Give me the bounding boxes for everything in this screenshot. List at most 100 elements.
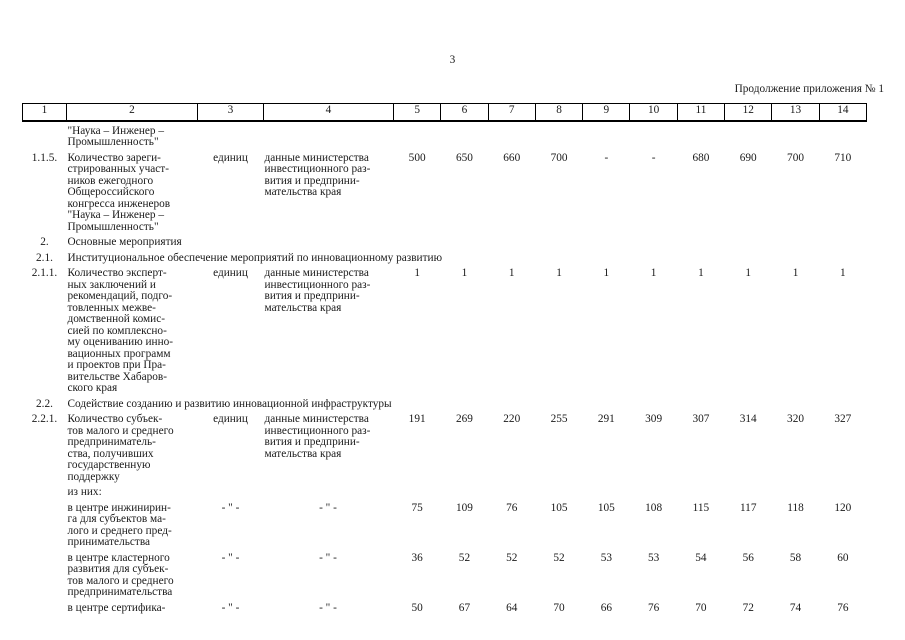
column-numbers-row: 1 2 3 4 5 6 7 8 9 10 11 12 13 14 — [22, 103, 868, 122]
value-cell: 269 — [455, 413, 473, 425]
column-number-header: 13 — [771, 103, 820, 122]
value-cell: 1 — [461, 267, 468, 279]
continuation-note: Продолжение приложения № 1 — [734, 83, 884, 95]
table-row-2-1-1: 2.1.1. Количество эксперт- ных заключени… — [23, 264, 867, 395]
value-cell: 56 — [742, 551, 754, 564]
column-number-header: 11 — [676, 103, 726, 122]
value-cell: 75 — [411, 501, 423, 514]
value-cell: 36 — [411, 551, 423, 564]
value-cell: 70 — [553, 601, 565, 614]
row-number-cell: 2. — [40, 236, 49, 248]
value-cell: 117 — [739, 501, 757, 514]
section-title-cell: Содействие созданию и развитию инновацио… — [67, 397, 392, 410]
row-number-cell: 1.1.5. — [31, 151, 58, 164]
value-cell: 1 — [840, 267, 846, 279]
value-cell: 1 — [556, 267, 562, 279]
value-cell: - — [604, 151, 609, 164]
value-cell: 108 — [645, 501, 663, 514]
table-header: 1 2 3 4 5 6 7 8 9 10 11 12 13 14 — [22, 103, 868, 122]
indicator-name-cell: в центре инжинирин- га для субъектов ма-… — [67, 501, 172, 548]
value-cell: 120 — [834, 501, 852, 514]
value-cell: 191 — [408, 413, 426, 425]
value-cell: 1 — [698, 267, 704, 279]
empty-cells — [198, 121, 867, 149]
value-cell: 67 — [458, 601, 471, 614]
row-number-cell — [23, 483, 67, 499]
value-cell: - — [651, 151, 656, 164]
row-number-cell: 2.1.1. — [31, 267, 58, 279]
value-cell: 105 — [597, 501, 615, 514]
table-row-section-2-2: 2.2. Содействие созданию и развитию инно… — [23, 395, 867, 411]
value-cell: 53 — [647, 551, 660, 564]
value-cell: 1 — [792, 267, 799, 279]
row-number-cell — [23, 499, 67, 549]
table-row-continuation: "Наука – Инженер – Промышленность" — [23, 121, 867, 149]
table-row-certification-center: в центре сертифика- - " - - " - 50 67 64… — [23, 599, 867, 615]
value-cell: 1 — [650, 267, 657, 279]
column-number-header: 8 — [534, 103, 584, 122]
indicator-name-cell: "Наука – Инженер – Промышленность" — [67, 124, 165, 148]
value-cell: 700 — [787, 151, 804, 164]
value-cell: 710 — [834, 151, 852, 164]
value-cell: 105 — [550, 501, 568, 514]
unit-ditto-cell: - " - — [221, 501, 240, 514]
source-cell: данные министерства инвестиционного раз-… — [264, 267, 371, 314]
value-cell: 50 — [411, 601, 423, 614]
value-cell: 220 — [503, 413, 521, 425]
source-ditto-cell: - " - — [319, 501, 337, 514]
value-cell: 115 — [692, 501, 710, 514]
table-row-1-1-5: 1.1.5. Количество зареги- стрированных у… — [23, 149, 867, 234]
value-cell: 650 — [455, 151, 473, 164]
value-cell: 52 — [553, 551, 565, 564]
section-title-cell: Институциональное обеспечение мероприяти… — [67, 251, 443, 264]
value-cell: 307 — [692, 413, 710, 425]
column-number-header: 12 — [724, 103, 773, 122]
value-cell: 660 — [503, 151, 521, 164]
value-cell: 74 — [789, 601, 802, 614]
table-row-2-2-1: 2.2.1. Количество субъек- тов малого и с… — [23, 410, 867, 483]
value-cell: 64 — [506, 601, 518, 614]
row-number-cell: 2.1. — [36, 251, 53, 264]
value-cell: 500 — [408, 151, 426, 164]
row-number-cell — [23, 599, 67, 615]
column-number-header: 3 — [197, 103, 264, 122]
column-number-header: 10 — [629, 103, 678, 122]
value-cell: 291 — [597, 413, 615, 425]
unit-ditto-cell: - " - — [221, 601, 240, 614]
value-cell: 60 — [837, 551, 849, 564]
indicator-name-cell: в центре сертифика- — [67, 601, 166, 614]
value-cell: 1 — [603, 267, 610, 279]
value-cell: 680 — [692, 151, 710, 164]
unit-cell: единиц — [213, 151, 248, 164]
value-cell: 314 — [739, 413, 757, 425]
column-number-header: 14 — [818, 103, 868, 122]
column-number-header: 2 — [66, 103, 198, 122]
table-row-engineering-center: в центре инжинирин- га для субъектов ма-… — [23, 499, 867, 549]
indicator-name-cell: Количество субъек- тов малого и среднего… — [67, 413, 174, 483]
unit-ditto-cell: - " - — [221, 551, 240, 564]
indicator-name-cell: Количество зареги- стрированных участ- н… — [67, 151, 171, 233]
row-number-cell: 2.2. — [36, 397, 53, 410]
column-number-header: 5 — [392, 103, 442, 122]
value-cell: 70 — [695, 601, 707, 614]
indicator-name-cell: в центре кластерного развития для субъек… — [67, 551, 174, 598]
value-cell: 1 — [508, 267, 515, 279]
section-title-cell: Основные мероприятия — [67, 236, 182, 248]
value-cell: 52 — [506, 551, 518, 564]
value-cell: 309 — [645, 413, 663, 425]
column-number-header: 1 — [22, 103, 67, 122]
value-cell: 76 — [506, 501, 518, 514]
table-row-iz-nih: из них: — [23, 483, 867, 499]
source-cell: данные министерства инвестиционного раз-… — [264, 151, 371, 198]
value-cell: 118 — [787, 501, 804, 514]
value-cell: 109 — [455, 501, 473, 514]
value-cell: 66 — [600, 601, 612, 614]
value-cell: 72 — [742, 601, 754, 614]
value-cell: 54 — [695, 551, 707, 564]
value-cell: 53 — [600, 551, 612, 564]
source-ditto-cell: - " - — [319, 551, 337, 564]
column-number-header: 6 — [440, 103, 489, 122]
value-cell: 76 — [837, 601, 849, 614]
row-number-cell — [23, 549, 67, 599]
